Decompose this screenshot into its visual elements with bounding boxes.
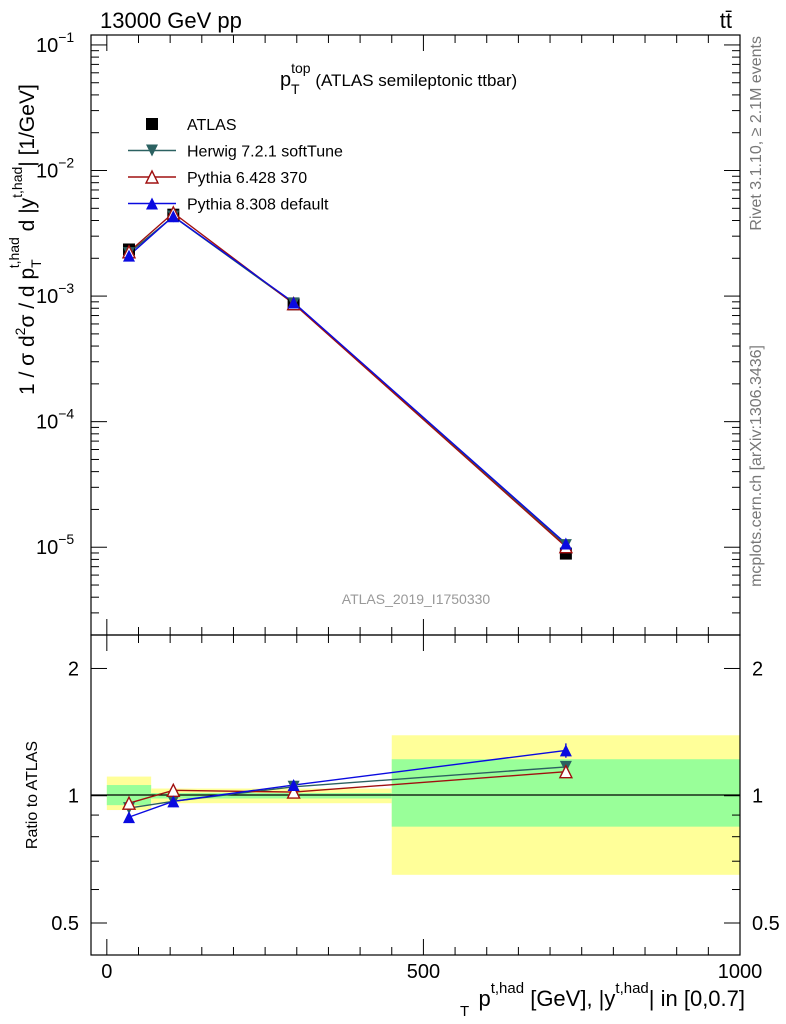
main-y-tick-labels: 10−110−210−310−410−5 bbox=[36, 29, 74, 559]
main-y-ticks bbox=[91, 44, 740, 636]
main-y-axis-title-b-sup: t,had bbox=[6, 237, 22, 268]
main-x-ticks bbox=[106, 35, 741, 635]
ratio-series-line-0 bbox=[128, 766, 566, 809]
x-axis-title-end: | in [0,0.7] bbox=[649, 986, 745, 1011]
main-y-tick-exp: −2 bbox=[58, 155, 74, 171]
ratio-x-tick-labels: 0 500 1000 bbox=[101, 961, 762, 983]
main-point-3 bbox=[122, 249, 135, 262]
main-y-tick-label: 10−4 bbox=[36, 406, 74, 434]
x-axis-title-sup: t,had bbox=[491, 980, 524, 997]
ratio-y-tick-label: 1 bbox=[68, 786, 79, 808]
legend-label-2: Pythia 6.428 370 bbox=[187, 170, 307, 187]
main-y-axis-title-b-sub: T bbox=[28, 259, 44, 268]
x-axis-title-mid: [GeV], |y bbox=[524, 986, 615, 1011]
main-y-tick-base: 10 bbox=[36, 537, 58, 559]
main-y-tick-base: 10 bbox=[36, 161, 58, 183]
main-y-tick-exp: −5 bbox=[58, 531, 74, 547]
legend-marker-1 bbox=[146, 144, 158, 157]
main-series-line-2 bbox=[128, 211, 567, 548]
main-y-axis-title-c-sup: t,had bbox=[9, 167, 25, 198]
main-y-tick-base: 10 bbox=[36, 412, 58, 434]
rivet-label: Rivet 3.1.10, ≥ 2.1M events bbox=[748, 36, 765, 231]
ratio-y-tick-label-right: 1 bbox=[752, 786, 763, 808]
main-series-line-3 bbox=[128, 215, 567, 545]
main-y-axis-title-d: | [1/GeV] bbox=[16, 84, 39, 167]
x-axis-title-sub: T bbox=[460, 1003, 469, 1020]
ratio-y-tick-label-right: 2 bbox=[752, 658, 763, 680]
header-right: tt̄ bbox=[720, 8, 732, 33]
main-y-tick-label: 10−1 bbox=[36, 29, 74, 57]
legend-label-1: Herwig 7.2.1 softTune bbox=[187, 144, 343, 161]
ratio-point-1 bbox=[286, 784, 301, 799]
legend-label-0: ATLAS bbox=[187, 117, 237, 134]
ratio-y-tick-label: 0.5 bbox=[51, 913, 79, 935]
main-y-axis-title: 1 / σ d2σ / d pTt,had d |yt,had| [1/GeV] bbox=[6, 84, 44, 395]
ratio-point-1 bbox=[121, 795, 137, 810]
main-point-3 bbox=[167, 210, 180, 223]
main-y-tick-exp: −1 bbox=[58, 29, 74, 45]
legend: ATLAS Herwig 7.2.1 softTune Pythia 6.428 3… bbox=[128, 117, 343, 214]
x-tick-label: 0 bbox=[101, 961, 112, 983]
main-point-3 bbox=[287, 296, 300, 309]
ratio-point-2 bbox=[167, 795, 180, 808]
main-y-tick-label: 10−3 bbox=[36, 280, 74, 308]
x-tick-label: 1000 bbox=[718, 961, 763, 983]
main-y-tick-label: 10−2 bbox=[36, 155, 74, 183]
main-series-markers bbox=[121, 205, 574, 560]
plot-title-main: p bbox=[280, 69, 291, 91]
plot-title-rest: (ATLAS semileptonic ttbar) bbox=[311, 71, 518, 90]
ratio-y-tick-label-right: 0.5 bbox=[752, 913, 780, 935]
main-panel: 10−110−210−310−410−5 ptop (ATLAS semilep… bbox=[36, 29, 741, 636]
legend-marker-2 bbox=[144, 169, 160, 184]
ratio-point-2 bbox=[559, 744, 572, 757]
main-series-line-1 bbox=[128, 215, 567, 546]
ratio-plot-frame bbox=[90, 634, 741, 956]
main-y-axis-title-a-sup: 2 bbox=[12, 327, 28, 335]
plot-title-sup: top bbox=[291, 60, 311, 76]
ratio-series-line-2 bbox=[128, 749, 566, 818]
x-axis-title-sup2: t,had bbox=[615, 980, 648, 997]
legend-marker-0 bbox=[146, 118, 158, 130]
main-y-tick-exp: −3 bbox=[58, 280, 74, 296]
watermark: ATLAS_2019_I1750330 bbox=[342, 591, 491, 607]
legend-marker-3 bbox=[146, 197, 158, 210]
header-left: 13000 GeV pp bbox=[100, 8, 242, 33]
ratio-uncertainty-bands bbox=[106, 735, 740, 875]
main-y-tick-exp: −4 bbox=[58, 406, 74, 422]
legend-label-3: Pythia 8.308 default bbox=[187, 197, 329, 214]
ratio-series-line-1 bbox=[128, 770, 566, 804]
ratio-band-inner-1 bbox=[151, 792, 392, 799]
main-y-axis-title-b: σ / d p bbox=[16, 268, 39, 328]
main-y-axis-title-a: 1 / σ d bbox=[16, 335, 39, 395]
ratio-y-axis-title: Ratio to ATLAS bbox=[24, 741, 41, 849]
ratio-y-tick-label: 2 bbox=[68, 658, 79, 680]
x-axis-title-p: p bbox=[478, 986, 490, 1011]
plot-title: ptop (ATLAS semileptonic ttbar) bbox=[280, 60, 517, 91]
main-y-axis-title-c: d |y bbox=[16, 197, 39, 237]
ratio-x-ticks bbox=[106, 635, 741, 955]
x-tick-label: 500 bbox=[407, 961, 440, 983]
x-axis-title: pt,had [GeV], |yt,had| in [0,0.7] bbox=[478, 980, 745, 1011]
main-y-tick-base: 10 bbox=[36, 35, 58, 57]
main-y-tick-base: 10 bbox=[36, 286, 58, 308]
ratio-series-lines bbox=[128, 749, 566, 818]
main-series-lines bbox=[128, 211, 567, 548]
ratio-point-2 bbox=[122, 811, 135, 824]
ratio-point-1 bbox=[558, 764, 574, 779]
ratio-panel: 0.5 0.5 1 1 2 2 0 500 1000 bbox=[51, 634, 780, 983]
main-point-3 bbox=[559, 537, 572, 550]
ratio-series-markers bbox=[121, 743, 574, 824]
ratio-y-ticks bbox=[91, 667, 740, 924]
mcplots-label: mcplots.cern.ch [arXiv:1306.3436] bbox=[748, 345, 765, 587]
plot-title-sub: T bbox=[291, 81, 300, 97]
ratio-point-2 bbox=[287, 779, 300, 792]
ratio-y-tick-labels: 0.5 0.5 1 1 2 2 bbox=[51, 658, 780, 935]
main-y-tick-label: 10−5 bbox=[36, 531, 74, 559]
